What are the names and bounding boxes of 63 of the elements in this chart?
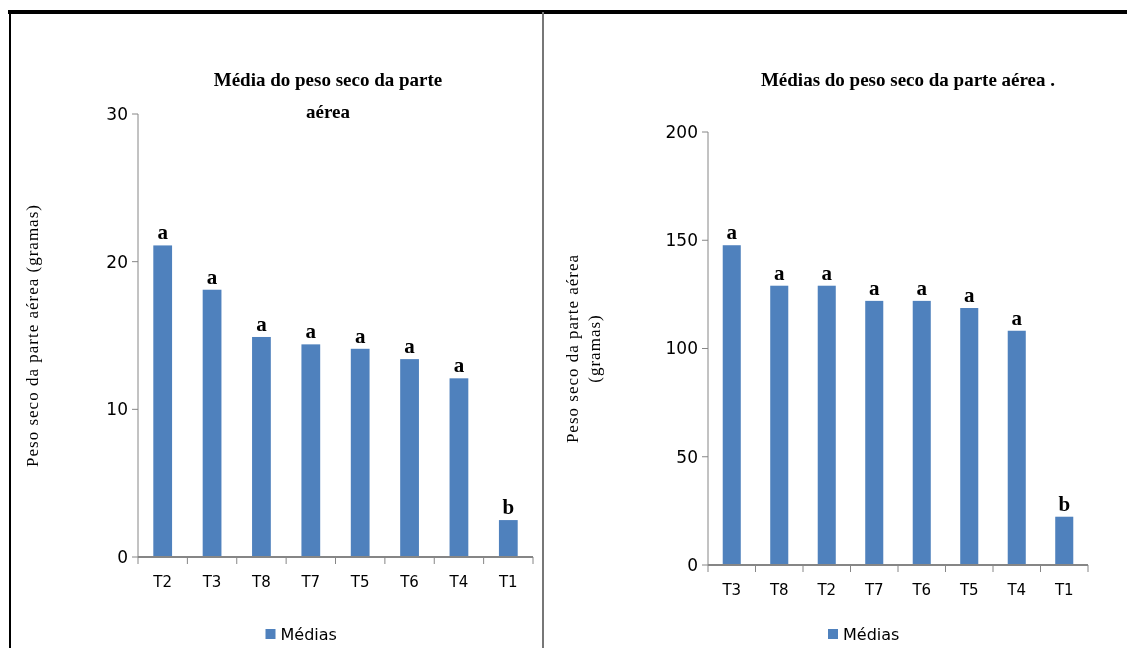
x-tick-label: T2: [816, 581, 837, 599]
bar: [1055, 516, 1074, 565]
x-tick-label: T4: [1006, 581, 1027, 599]
bar: [912, 300, 931, 565]
annotation: a: [305, 319, 317, 344]
y-tick-label: 30: [106, 103, 128, 124]
y-tick-label: 20: [106, 251, 128, 272]
bar: [202, 289, 222, 557]
bar: [722, 245, 741, 565]
annotation: a: [964, 283, 975, 308]
y-tick-label: 100: [665, 338, 698, 359]
x-tick-label: T5: [349, 573, 370, 591]
x-tick-label: T8: [768, 581, 789, 599]
x-tick-label: T4: [448, 573, 469, 591]
chart-title: Média do peso seco da parte aérea: [213, 69, 443, 122]
y-tick-label: 200: [665, 121, 698, 142]
bar: [960, 308, 979, 565]
x-tick-label: T6: [911, 581, 932, 599]
annotation: a: [354, 323, 366, 348]
annotation: a: [453, 353, 465, 378]
bar: [350, 348, 370, 557]
annotation: a: [774, 260, 785, 285]
x-tick-label: T3: [201, 573, 222, 591]
x-tick-label: T7: [863, 581, 884, 599]
y-tick-label: 10: [106, 399, 128, 420]
annotation: a: [916, 275, 928, 300]
bar: [153, 245, 173, 557]
bar: [865, 300, 884, 565]
bar: [449, 378, 469, 557]
y-axis-title: Peso seco da parte aérea (gramas): [23, 204, 42, 467]
bar: [770, 285, 789, 565]
y-tick-label: 0: [687, 554, 698, 575]
annotation: a: [869, 275, 880, 300]
x-tick-label: T5: [958, 581, 979, 599]
annotation: a: [726, 220, 738, 245]
annotation: a: [1011, 305, 1023, 330]
y-tick-label: 0: [117, 546, 128, 567]
annotation: a: [157, 220, 169, 245]
annotation: a: [256, 311, 268, 336]
legend-label: Médias: [280, 625, 337, 644]
chart-title: Médias do peso seco da parte aérea .: [760, 69, 1056, 90]
x-tick-label: T1: [497, 573, 518, 591]
annotation: b: [1058, 491, 1071, 516]
x-tick-label: T7: [300, 573, 321, 591]
y-tick-label: 150: [665, 230, 698, 251]
annotation: a: [206, 264, 218, 289]
annotation: a: [821, 260, 833, 285]
x-tick-label: T3: [721, 581, 742, 599]
annotation: b: [502, 495, 515, 520]
bar: [1007, 330, 1026, 565]
bar: [301, 344, 321, 557]
y-axis-title: Peso seco da parte aérea (gramas): [563, 253, 604, 444]
legend-label: Médias: [843, 625, 900, 644]
x-tick-label: T6: [399, 573, 419, 591]
x-tick-label: T8: [251, 573, 271, 591]
x-tick-label: T2: [152, 573, 173, 591]
x-tick-label: T1: [1053, 581, 1074, 599]
bar: [252, 336, 271, 557]
annotation: a: [404, 334, 416, 359]
y-tick-label: 50: [676, 446, 698, 467]
bar: [400, 359, 419, 557]
bar: [498, 520, 518, 557]
bar: [817, 285, 836, 565]
